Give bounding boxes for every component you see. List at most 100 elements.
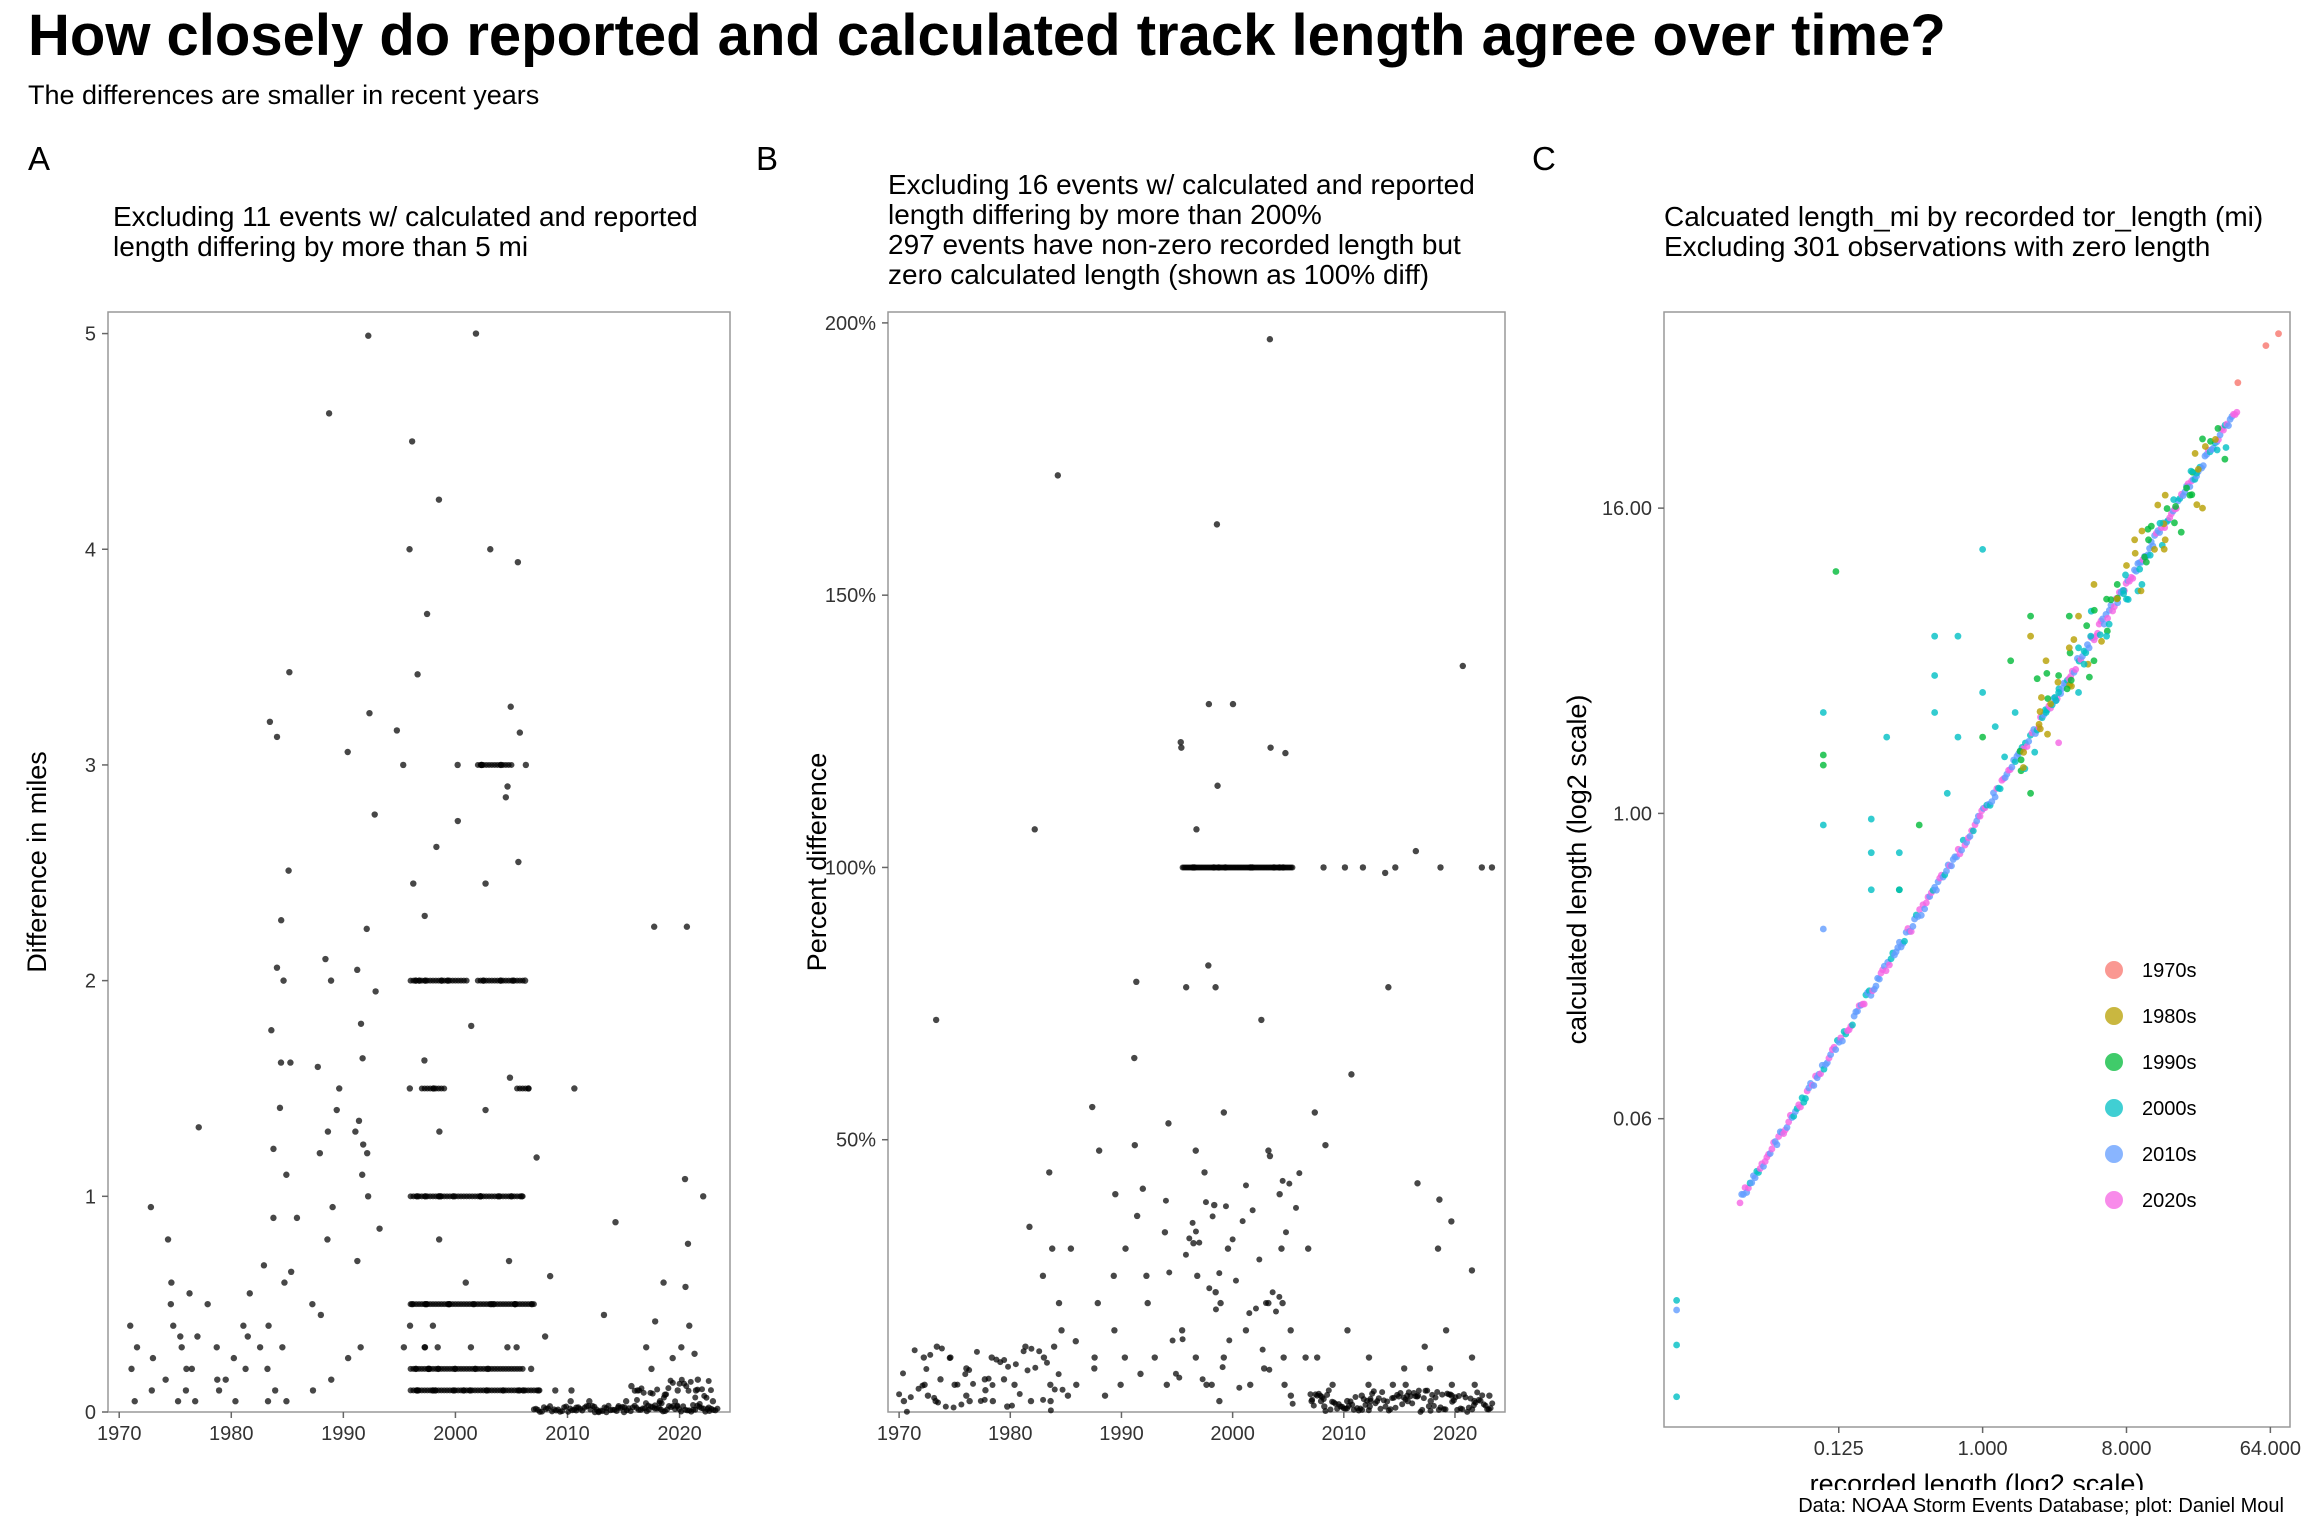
data-point [1459,1406,1466,1413]
panel-b-tag: B [756,140,779,177]
data-point [1305,1245,1312,1252]
x-tick-label: 1970 [97,1423,142,1445]
data-point [2065,644,2073,652]
data-point [700,1193,707,1200]
data-point [707,1387,714,1394]
data-point [2151,545,2158,553]
data-point [270,1214,277,1222]
data-point [674,1402,681,1409]
data-point [256,1344,264,1351]
data-point [522,761,530,769]
data-point [1969,827,1977,835]
x-tick-label: 2020 [657,1423,702,1445]
x-tick-label: 0.125 [1814,1438,1864,1460]
data-point [286,668,293,676]
data-point [1211,1201,1218,1209]
data-point [1409,1400,1416,1407]
data-point [605,1402,612,1409]
data-point [1112,1190,1119,1198]
y-tick-label: 3 [85,755,96,777]
data-point [2136,565,2144,573]
plot-frame [107,311,731,1413]
data-point [414,671,421,678]
x-tick-label: 1980 [209,1423,254,1445]
data-point [935,1399,942,1406]
page-subtitle: The differences are smaller in recent ye… [28,80,540,110]
data-point [1216,1397,1223,1405]
data-point [1954,733,1962,741]
data-point [328,1376,335,1383]
data-point [441,1085,448,1092]
data-point [317,1311,325,1319]
data-point [1011,1381,1018,1388]
data-point [1036,1348,1043,1355]
data-point [1209,1213,1216,1220]
data-point [1783,1124,1791,1131]
data-point [1486,1392,1493,1399]
data-point [1819,709,1827,716]
data-point [1026,1223,1033,1231]
data-point [651,1318,659,1325]
data-point [2055,739,2063,747]
data-point [1402,1381,1409,1388]
data-point [131,1398,138,1405]
data-point [1420,1395,1427,1402]
x-tick-label: 1990 [321,1423,366,1445]
data-point [1832,1046,1840,1054]
data-point [1139,1185,1147,1192]
data-point [2186,491,2194,499]
data-point [2051,693,2059,701]
data-point [1309,1396,1316,1403]
data-point [681,1175,689,1183]
y-tick-label: 1.00 [1613,803,1652,825]
data-point [1178,744,1185,751]
data-point [2131,536,2139,544]
data-point [2001,753,2009,761]
data-point [149,1354,157,1362]
data-point [1882,967,1890,975]
data-point [1242,1182,1249,1189]
data-point [1895,849,1903,857]
data-point [1151,1354,1158,1361]
data-point [981,1396,988,1403]
data-point [1020,1348,1027,1355]
data-point [2177,528,2185,536]
data-point [2054,678,2062,686]
data-point [1931,632,1939,640]
data-point [271,1387,279,1394]
y-axis-label: Percent difference [802,753,832,972]
data-point [1054,472,1062,479]
data-point [1189,1219,1196,1226]
data-point [571,1085,578,1092]
data-point [709,1398,717,1405]
data-point [1344,1327,1351,1334]
data-point [482,1106,489,1114]
data-point [1401,1365,1408,1372]
y-axis-label: calculated length (log2 scale) [1562,695,1592,1045]
data-point [2047,700,2055,708]
data-point [933,1343,941,1350]
data-point [194,1333,201,1340]
data-point [2011,758,2019,766]
data-point [2142,558,2150,566]
data-point [281,1279,288,1286]
data-point [692,1394,699,1401]
data-point [504,783,511,790]
data-point [324,1128,332,1135]
data-point [1948,862,1955,870]
data-point [650,923,658,930]
data-point [1117,1381,1124,1388]
data-point [1349,1401,1356,1408]
data-point [683,1383,690,1390]
data-point [1329,1381,1336,1388]
data-point [1256,1256,1263,1263]
data-point [1162,1197,1169,1204]
data-point [273,733,281,741]
legend-label: 2010s [2142,1144,2197,1166]
data-point [174,1398,182,1405]
data-point [536,1387,543,1394]
data-point [665,1385,672,1392]
data-point [2083,622,2091,630]
chart-panel-c: 0.06 1.00 16.00 0.125 1.000 8.000 64.000 record… [1562,311,2301,1490]
data-point [946,1355,953,1362]
